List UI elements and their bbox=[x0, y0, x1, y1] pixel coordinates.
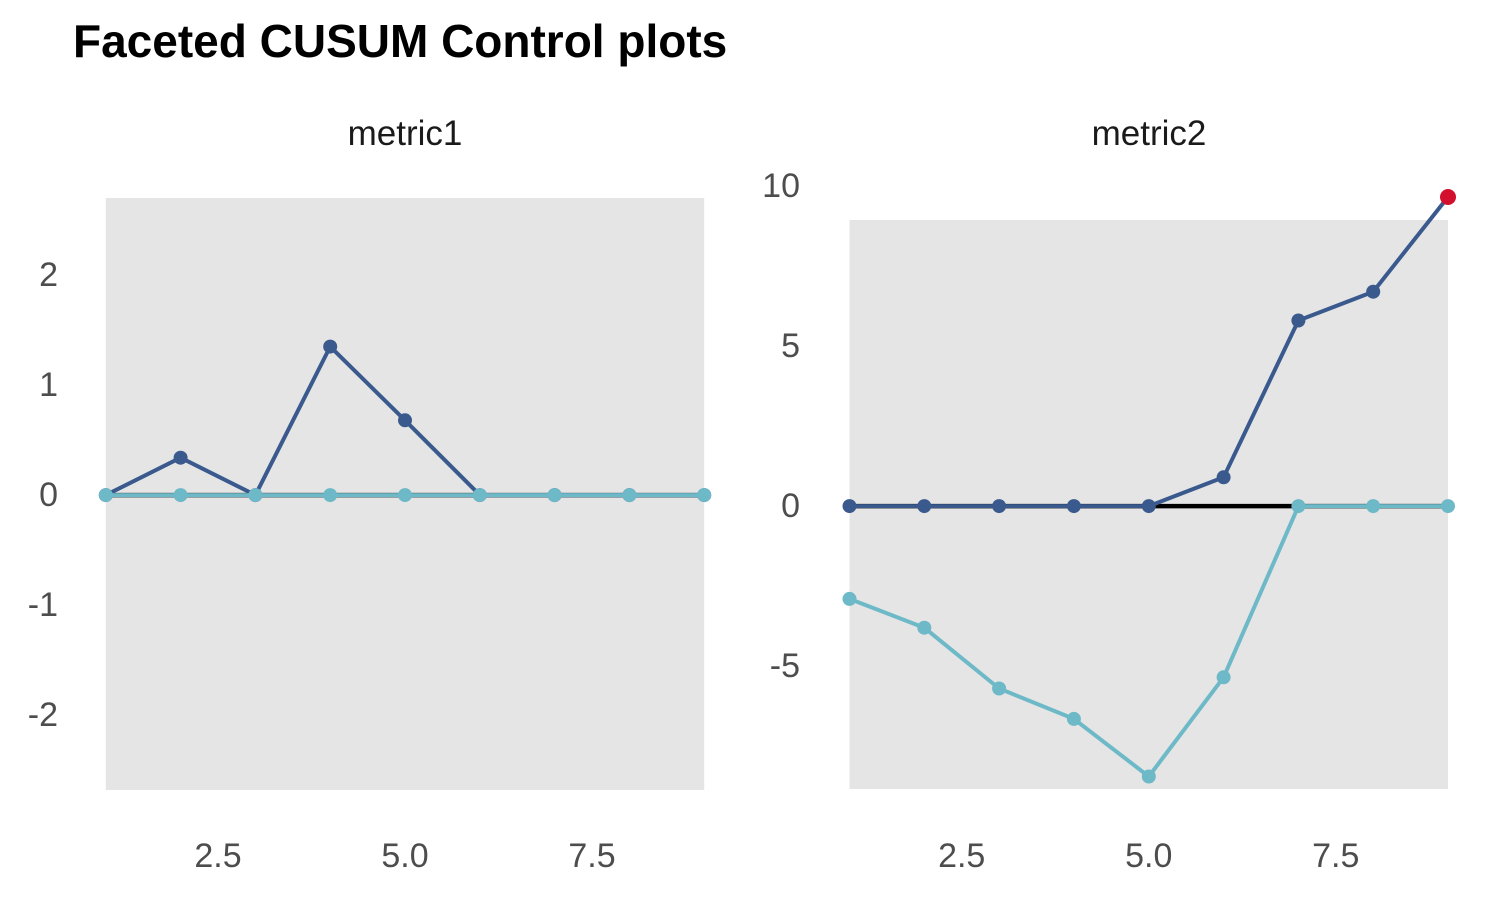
x-tick-label-metric1-5.0: 5.0 bbox=[381, 837, 428, 875]
data-point-cusum_high-metric2-x7 bbox=[1291, 313, 1306, 328]
data-point-cusum_low-metric1-x5 bbox=[398, 488, 412, 503]
data-point-cusum_low-metric2-x8 bbox=[1366, 499, 1381, 514]
data-point-cusum_low-metric1-x4 bbox=[323, 488, 338, 503]
data-point-cusum_low-metric1-x1 bbox=[98, 488, 113, 503]
y-tick-label-metric1--2: -2 bbox=[28, 696, 58, 734]
data-point-cusum_high-metric1-x4 bbox=[323, 339, 338, 354]
plot-title: Faceted CUSUM Control plots bbox=[73, 15, 728, 67]
y-tick-label-metric1-2: 2 bbox=[39, 256, 58, 294]
data-point-cusum_high-metric1-x5 bbox=[398, 413, 412, 428]
x-tick-label-metric1-2.5: 2.5 bbox=[194, 837, 241, 875]
data-point-cusum_low-metric2-x2 bbox=[917, 620, 932, 635]
y-tick-label-metric1--1: -1 bbox=[28, 586, 58, 624]
signal-point-cusum_high-metric2-x9 bbox=[1440, 189, 1456, 205]
data-point-cusum_high-metric2-x8 bbox=[1366, 284, 1381, 299]
data-point-cusum_high-metric2-x4 bbox=[1066, 499, 1081, 514]
data-point-cusum_low-metric2-x4 bbox=[1066, 711, 1081, 726]
data-point-cusum_low-metric1-x3 bbox=[248, 488, 263, 503]
x-tick-label-metric1-7.5: 7.5 bbox=[568, 837, 615, 875]
y-tick-label-metric1-0: 0 bbox=[39, 476, 58, 514]
data-point-cusum_high-metric1-x2 bbox=[173, 450, 188, 465]
data-point-cusum_low-metric2-x1 bbox=[842, 591, 857, 606]
data-point-cusum_high-metric2-x6 bbox=[1216, 470, 1231, 485]
y-tick-label-metric2--5: -5 bbox=[770, 647, 800, 685]
data-point-cusum_high-metric2-x2 bbox=[917, 499, 932, 514]
facet-label-metric1: metric1 bbox=[347, 114, 463, 153]
data-point-cusum_high-metric2-x3 bbox=[992, 499, 1007, 514]
data-point-cusum_high-metric2-x1 bbox=[842, 499, 857, 514]
data-point-cusum_high-metric2-x5 bbox=[1141, 499, 1156, 514]
data-point-cusum_low-metric1-x2 bbox=[173, 488, 188, 503]
x-tick-label-metric2-7.5: 7.5 bbox=[1312, 837, 1359, 875]
y-tick-label-metric2-10: 10 bbox=[762, 167, 800, 205]
data-point-cusum_low-metric1-x8 bbox=[622, 488, 637, 503]
data-point-cusum_low-metric2-x7 bbox=[1291, 499, 1306, 514]
x-tick-label-metric2-5.0: 5.0 bbox=[1125, 837, 1172, 875]
y-tick-label-metric2-0: 0 bbox=[781, 487, 800, 525]
data-point-cusum_low-metric1-x6 bbox=[472, 488, 487, 503]
x-tick-label-metric2-2.5: 2.5 bbox=[938, 837, 985, 875]
data-point-cusum_low-metric2-x6 bbox=[1216, 670, 1231, 685]
data-point-cusum_low-metric2-x5 bbox=[1141, 769, 1156, 784]
data-point-cusum_low-metric1-x7 bbox=[547, 488, 562, 503]
data-point-cusum_low-metric2-x3 bbox=[992, 681, 1007, 696]
data-point-cusum_low-metric2-x9 bbox=[1441, 499, 1455, 514]
facet-label-metric2: metric2 bbox=[1091, 114, 1207, 153]
y-tick-label-metric2-5: 5 bbox=[781, 327, 800, 365]
data-point-cusum_low-metric1-x9 bbox=[697, 488, 712, 503]
y-tick-label-metric1-1: 1 bbox=[39, 366, 58, 404]
